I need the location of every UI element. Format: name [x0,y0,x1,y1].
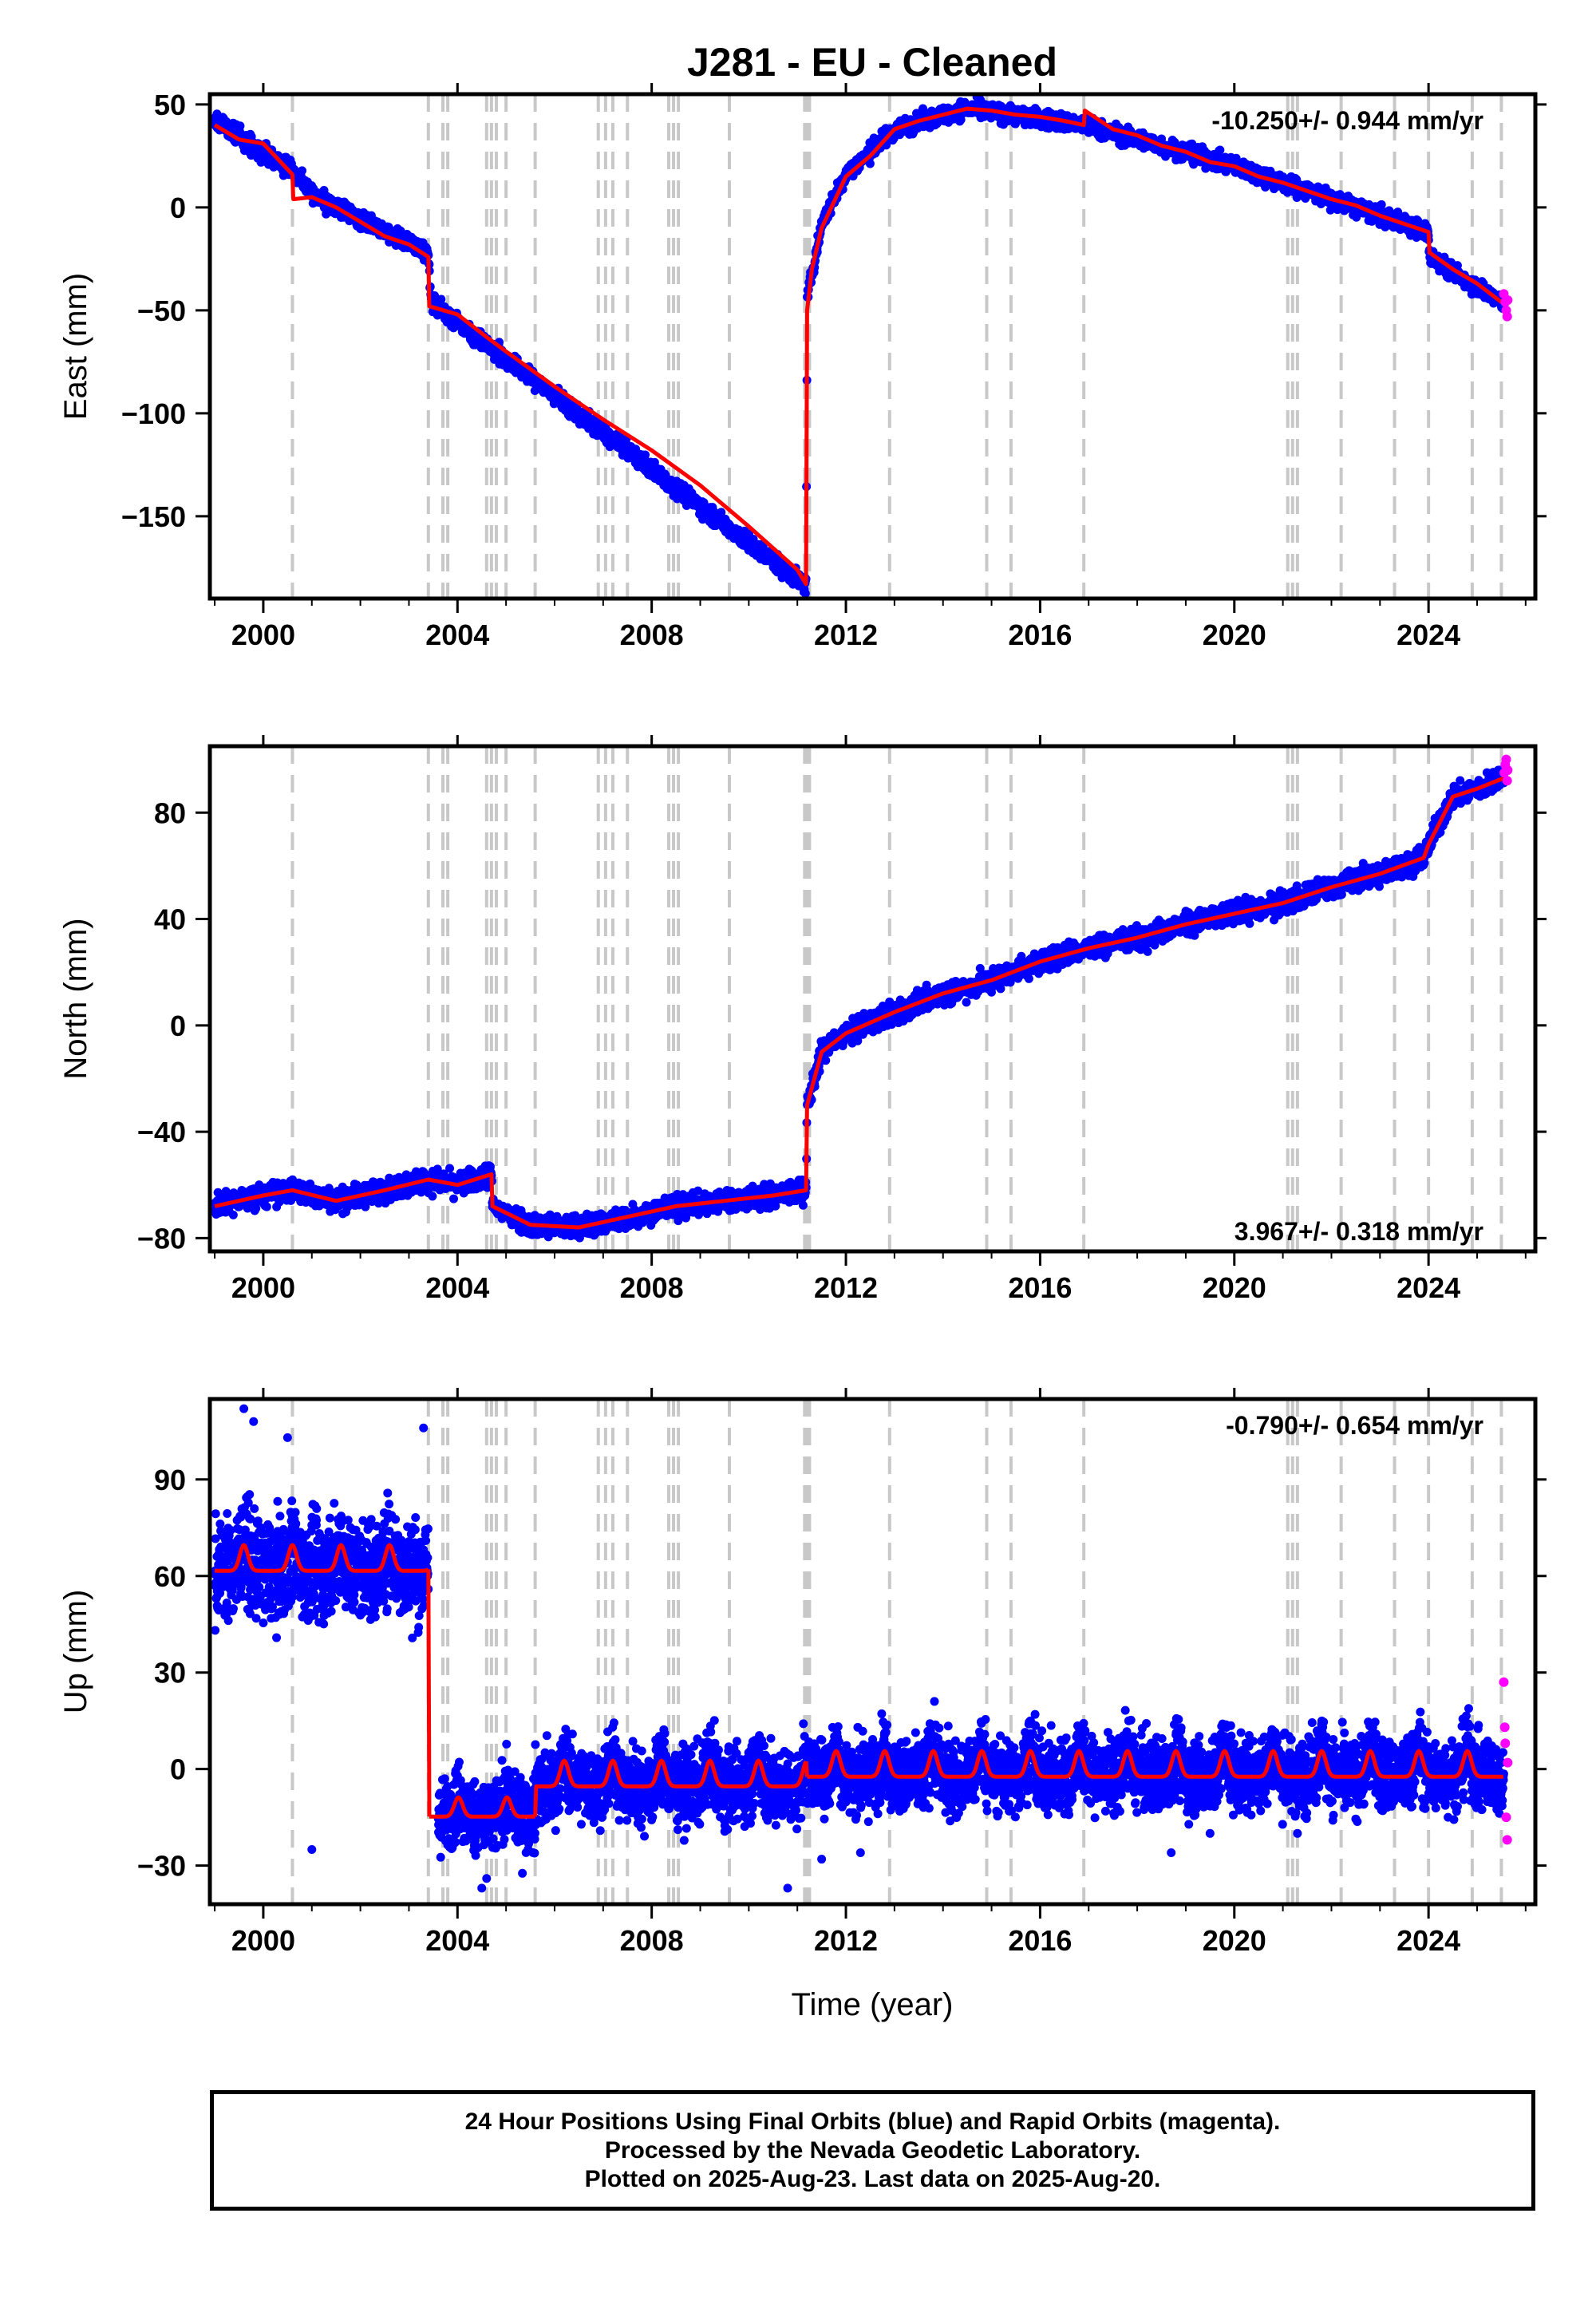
model-fit-line-east [213,106,1503,587]
panel-east: 2000 2004 2008 2012 2016 2020 2024 50 0 −50 −100 −1… [58,83,1547,651]
final-orbit-point [614,1224,624,1234]
final-orbit-point [298,166,307,176]
x-tick-label: 2012 [814,619,878,651]
x-tick-label: 2000 [231,619,295,651]
rapid-orbits-points-east [1499,289,1513,322]
final-orbit-point [262,1202,271,1211]
final-orbit-point [437,294,446,304]
final-orbit-point [235,121,245,131]
x-tick-label: 2024 [1396,619,1460,651]
velocity-label-east: -10.250+/- 0.944 mm/yr [1211,106,1483,135]
y-tick-label: −100 [121,397,186,430]
final-orbit-point [571,1211,580,1220]
plot-area-north [210,746,1513,1251]
final-orbits-points-north [210,765,1508,1243]
y-tick-label: −150 [121,500,186,533]
final-orbit-point [1215,145,1225,155]
x-tick-label: 2004 [425,619,489,651]
x-tick-label: 2020 [1203,619,1266,651]
panel-frame-east [207,92,1538,601]
figure-title: J281 - EU - Cleaned [687,40,1057,85]
final-orbit-point [449,1194,459,1203]
x-tick-label: 2016 [1008,619,1072,651]
final-orbit-point [228,1210,238,1219]
rapid-orbit-point [1503,294,1513,305]
y-tick-label: 50 [154,89,186,121]
final-orbit-point [641,450,650,460]
final-orbit-point [251,1203,261,1213]
final-orbit-point [800,589,810,599]
final-orbit-point [1393,207,1403,217]
final-orbit-point [1377,200,1386,209]
final-orbit-point [433,1164,442,1174]
y-tick-label: −50 [137,294,186,327]
y-tick-label: 0 [170,192,186,224]
final-orbit-point [865,159,875,168]
panels: 2000 2004 2008 2012 2016 2020 2024 50 0 −50 −100 −1… [58,83,1547,1957]
final-orbits-points-east [210,94,1509,599]
x-tick-label: 2008 [620,619,684,651]
final-orbit-point [575,1233,584,1243]
final-orbit-point [445,1164,455,1173]
rapid-orbit-point [1502,311,1512,322]
plot-area-east [210,94,1513,599]
final-orbit-point [428,1192,437,1201]
y-axis-label-east: East (mm) [58,273,93,420]
panel-north: 2000 2004 2008 2012 2016 2020 202480400−40−80N… [58,735,1547,1304]
